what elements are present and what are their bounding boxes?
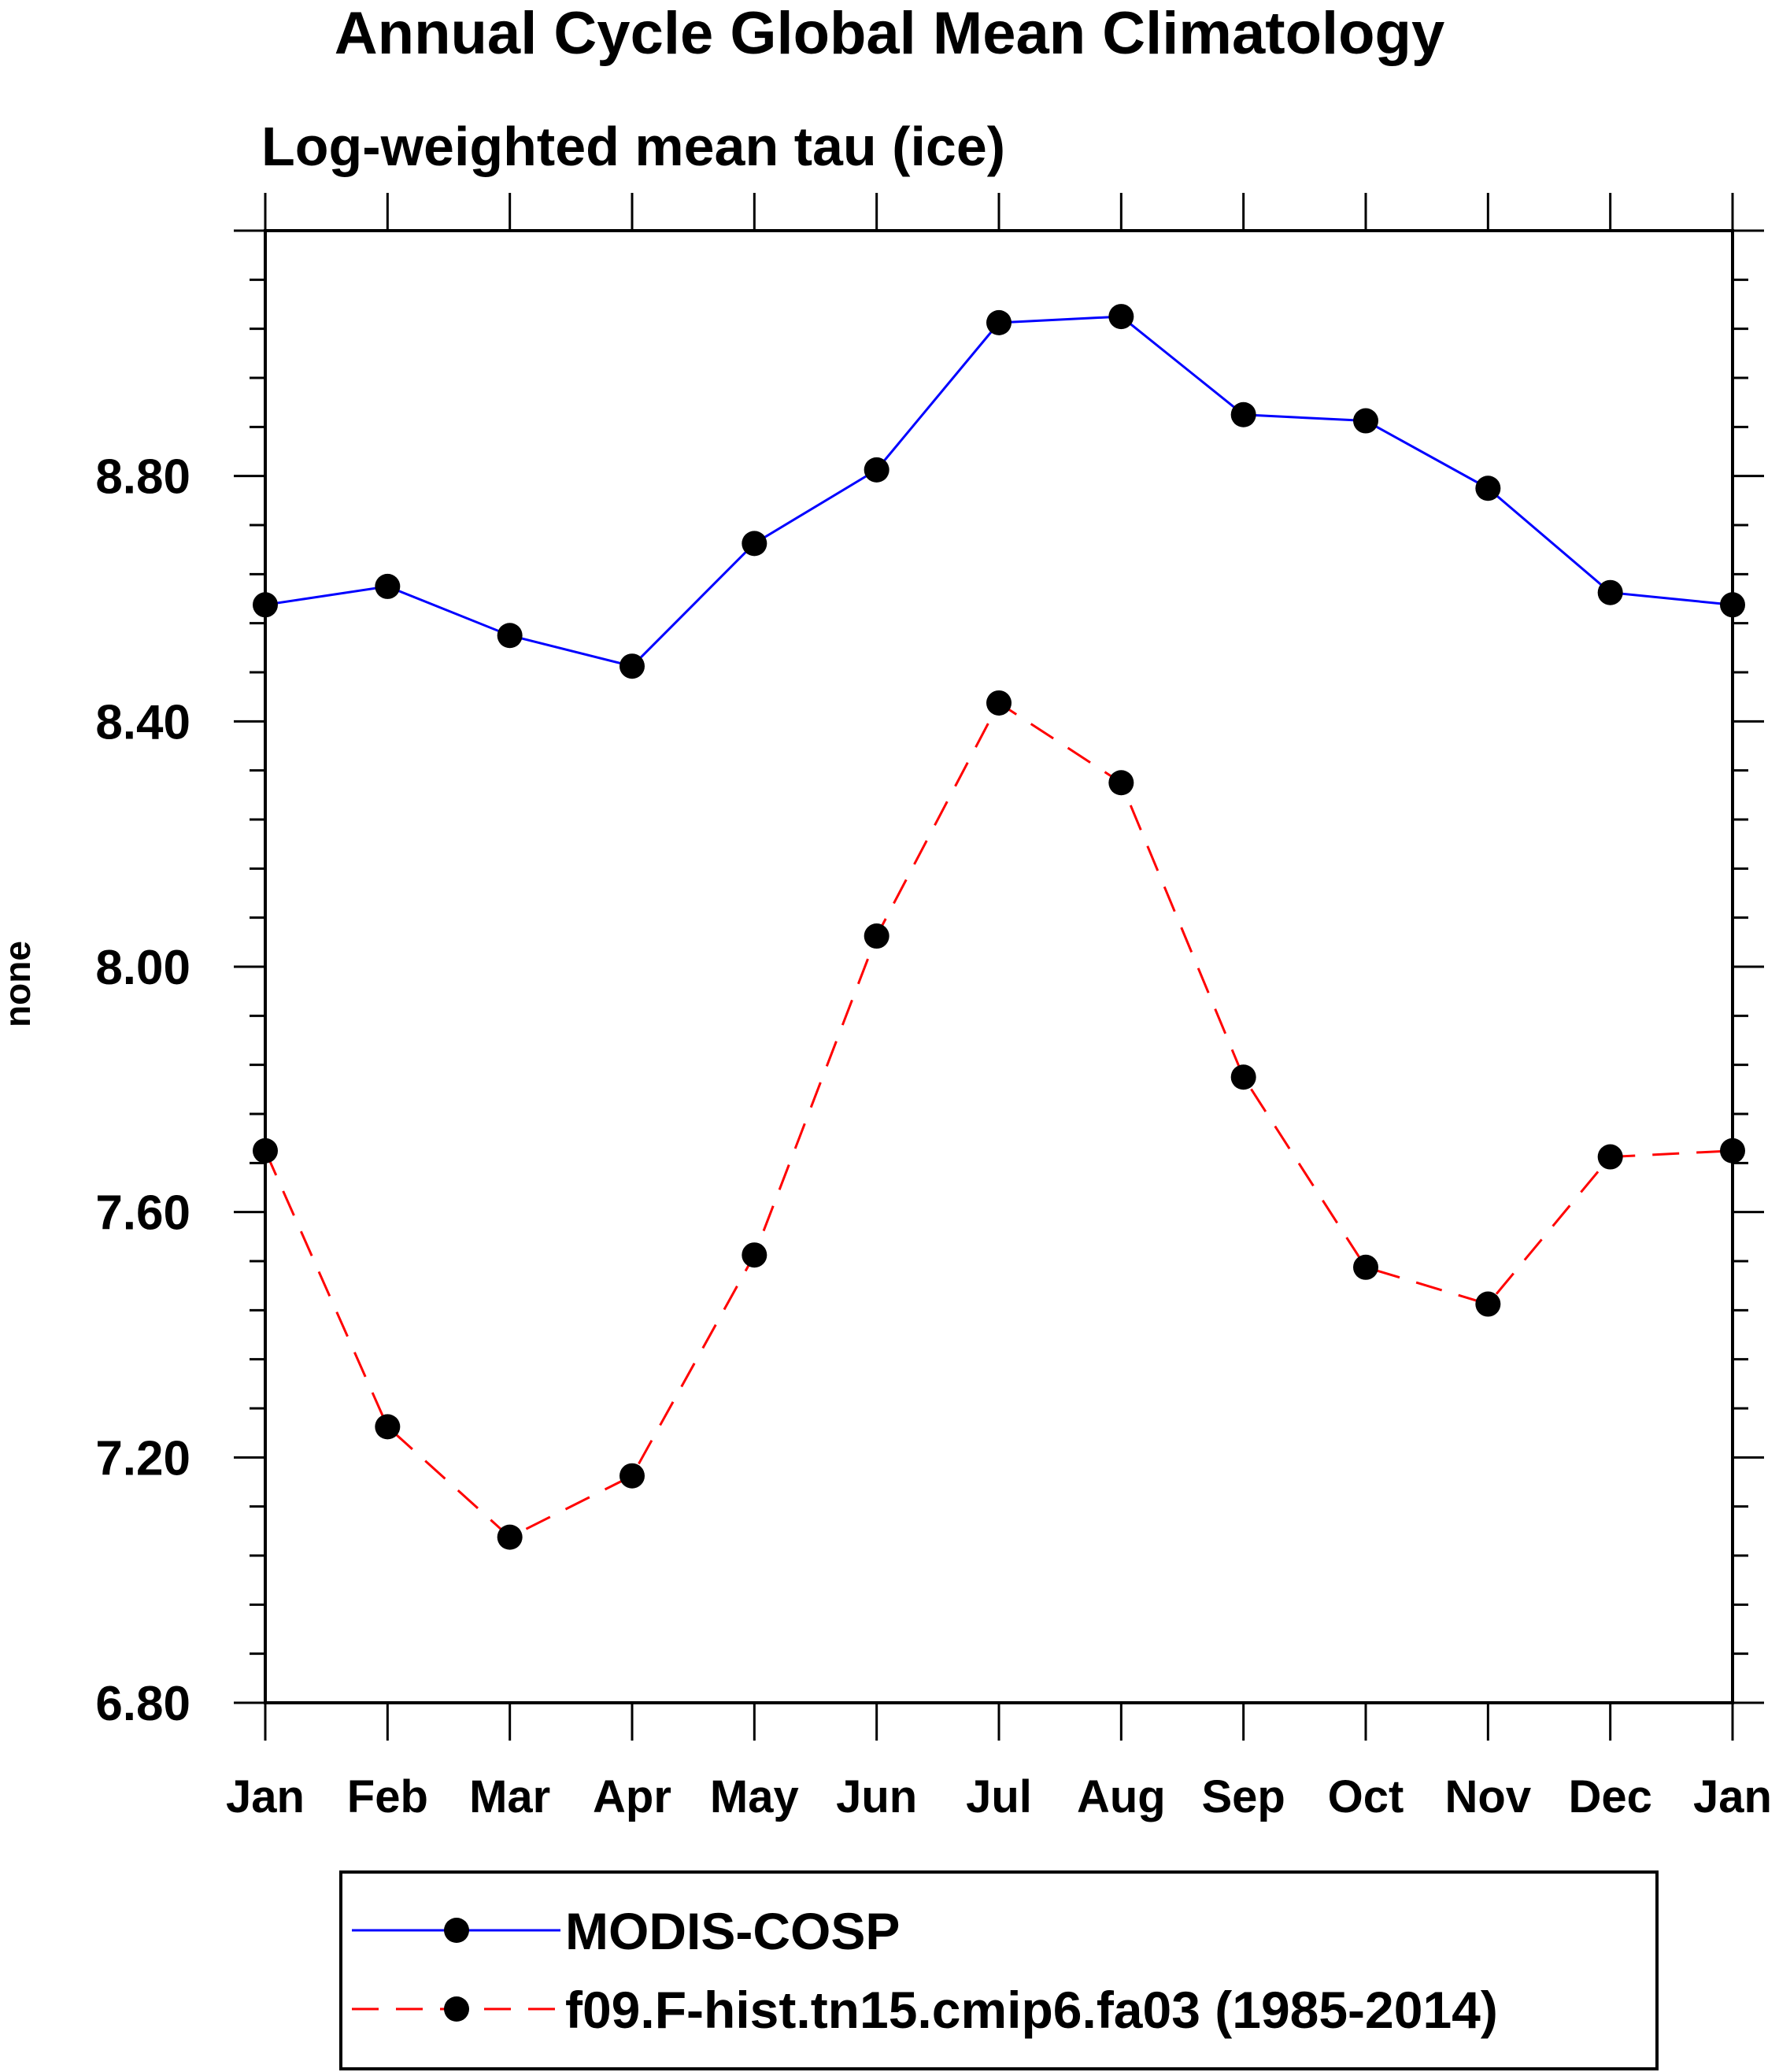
series-1-point: [375, 573, 401, 599]
series-2-point: [986, 690, 1012, 716]
x-tick-label: Oct: [1328, 1771, 1404, 1822]
y-tick-label: 7.20: [95, 1431, 190, 1486]
series-1-point: [742, 531, 767, 557]
series-1-point: [1475, 475, 1501, 501]
series-2-point: [864, 923, 890, 949]
y-tick-label: 7.60: [95, 1186, 190, 1241]
series-2-point: [1353, 1254, 1378, 1280]
axis-ticks: [234, 193, 1764, 1741]
legend-marker-2: [444, 1996, 469, 2022]
x-tick-label: Dec: [1568, 1771, 1651, 1822]
series-2-point: [620, 1463, 645, 1489]
series-2-point: [1108, 770, 1134, 796]
chart-title: Annual Cycle Global Mean Climatology: [335, 0, 1444, 67]
series-1-point: [1230, 401, 1256, 427]
series-2-point: [497, 1524, 523, 1550]
series-2-point: [1475, 1291, 1501, 1317]
legend-box: [339, 1870, 1659, 2070]
series-line-2: [264, 701, 1733, 1539]
series-1-point: [1597, 579, 1623, 605]
x-tick-label: Jun: [836, 1771, 917, 1822]
x-tick-label: Apr: [593, 1771, 671, 1822]
legend-label-2: f09.F-hist.tn15.cmip6.fa03 (1985-2014): [565, 1981, 1498, 2039]
x-tick-label: Feb: [347, 1771, 428, 1822]
y-tick-label: 8.40: [95, 695, 190, 749]
series-1-point: [1353, 408, 1378, 434]
plot-frame: [264, 229, 1734, 1704]
series-2-point: [742, 1242, 767, 1268]
x-tick-label: Sep: [1201, 1771, 1285, 1822]
chart-subtitle: Log-weighted mean tau (ice): [261, 116, 1005, 177]
series-layer: [253, 304, 1745, 1550]
legend-label-1: MODIS-COSP: [565, 1902, 900, 1960]
x-tick-labels: Jan Feb Mar Apr May Jun Jul Aug Sep Oct Nov Dec Jan: [226, 1771, 1772, 1822]
x-tick-label: Jul: [966, 1771, 1032, 1822]
x-tick-label: Jan: [1693, 1771, 1772, 1822]
x-tick-label: Aug: [1077, 1771, 1166, 1822]
legend-items: MODIS-COSP f09.F-hist.tn15.cmip6.fa03 (19…: [352, 1902, 1498, 2039]
y-tick-label: 8.00: [95, 941, 190, 995]
series-1-point: [620, 653, 645, 679]
series-2-point: [375, 1414, 401, 1440]
y-tick-label: 6.80: [95, 1677, 190, 1731]
series-line-1: [264, 315, 1733, 668]
series-1-point: [1108, 304, 1134, 330]
series-1-point: [986, 309, 1012, 335]
x-tick-label: Nov: [1445, 1771, 1532, 1822]
legend: MODIS-COSP f09.F-hist.tn15.cmip6.fa03 (19…: [339, 1870, 1659, 2070]
legend-marker-1: [444, 1918, 469, 1943]
series-1-point: [497, 623, 523, 649]
series-2-point: [1230, 1064, 1256, 1090]
y-axis-label: none: [0, 941, 38, 1027]
y-tick-labels: 6.80 7.20 7.60 8.00 8.40 8.80: [95, 450, 190, 1731]
series-2-point: [1597, 1144, 1623, 1170]
x-tick-label: Mar: [469, 1771, 550, 1822]
x-tick-label: Jan: [226, 1771, 305, 1822]
x-tick-label: May: [710, 1771, 799, 1822]
y-tick-label: 8.80: [95, 450, 190, 505]
series-1-point: [864, 457, 890, 483]
